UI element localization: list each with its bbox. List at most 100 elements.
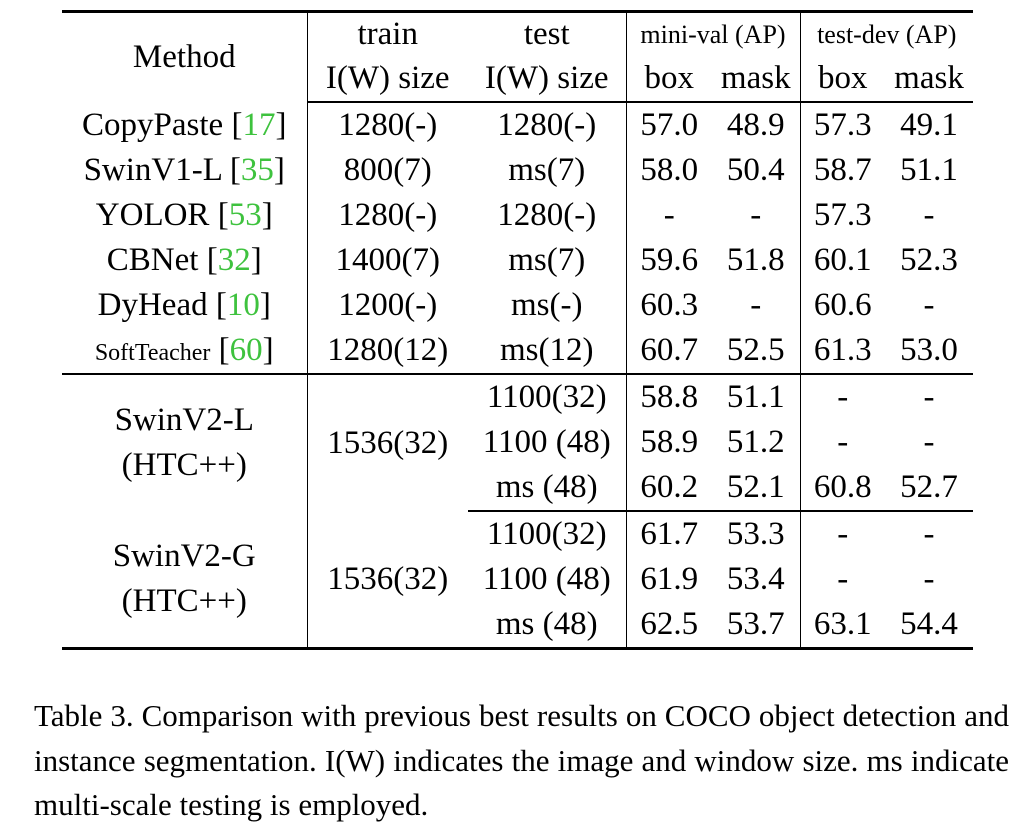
minival-box-cell: 62.5 [626,602,712,650]
table-row: YOLOR [53] 1280(-) 1280(-) - - 57.3 - [62,193,973,238]
test-size-cell: 1100 (48) [468,557,627,602]
minival-mask-cell: 52.5 [712,328,801,375]
minival-mask-cell: 51.2 [712,420,801,465]
testdev-mask-cell: - [923,561,935,597]
minival-mask-cell: 53.3 [712,511,801,557]
testdev-box-cell: - [837,561,849,597]
header-row-bottom: I(W) size I(W) size box mask box mask [62,56,974,103]
minival-mask-cell: - [712,193,801,238]
group-method-cell: SwinV2-L (HTC++) [62,374,308,511]
minival-box-cell: 60.7 [626,328,712,375]
train-size-cell: 1200(-) [338,287,438,323]
train-header-top: train [307,10,468,56]
test-size-cell: ms(12) [468,328,627,375]
citation-link[interactable]: 53 [228,197,262,233]
method-name: SwinV1-L [83,152,222,188]
testdev-box-cell: - [837,516,849,552]
test-size-cell: ms (48) [468,602,627,650]
table-row: SwinV1-L [35] 800(7) ms(7) 58.0 50.4 58.… [62,148,973,193]
citation-link[interactable]: 17 [242,106,276,143]
train-size-cell: 1280(-) [338,107,438,143]
test-size-cell: 1100(32) [468,374,627,420]
testdev-box-header: box [800,56,885,103]
group-method-variant: (HTC++) [121,447,247,483]
minival-mask-cell: 53.4 [712,557,801,602]
group-method-name: SwinV2-L [114,402,254,439]
train-size-cell: 1280(-) [338,197,438,233]
method-cell: DyHead [10] [62,283,308,328]
train-header-bottom: I(W) size [307,56,468,103]
minival-mask-cell: 51.1 [712,374,801,420]
table-row: SoftTeacher [60] 1280(12) ms(12) 60.7 52… [62,328,974,375]
testdev-box-cell: - [837,379,849,415]
train-size-cell: 800(7) [343,152,432,188]
test-size-cell: 1280(-) [468,193,627,238]
citation-link[interactable]: 32 [217,242,251,278]
minival-box-cell: 61.7 [640,516,699,552]
minival-mask-cell: 53.7 [712,602,801,650]
test-size-cell: 1100 (48) [468,420,627,465]
table-row: SwinV2-L (HTC++) 1536(32) 1100(32) 58.8 5… [62,374,973,511]
minival-box-cell: 60.2 [626,465,712,512]
testdev-box-cell: - [837,424,849,460]
testdev-header: test-dev (AP) [800,10,974,56]
testdev-mask-cell: 54.4 [885,602,974,650]
minival-box-cell: 58.9 [640,424,699,460]
minival-mask-cell: 51.8 [712,238,801,283]
test-header-top: test [468,10,627,56]
minival-header: mini-val (AP) [626,10,801,56]
method-header: Method [62,10,308,102]
table-row: CopyPaste [17] 1280(-) 1280(-) 57.0 48.9… [62,102,973,148]
minival-box-header: box [626,56,712,103]
method-name: CBNet [106,242,199,278]
testdev-box-cell: 60.1 [813,242,872,278]
test-size-cell: ms (48) [468,465,627,512]
test-size-cell: ms(7) [468,148,627,193]
method-name: YOLOR [95,197,210,233]
minival-box-cell: 58.0 [640,152,699,188]
table-row: 1100 (48) 61.9 53.4 - - [62,557,973,602]
header-row-top: Method train test mini-val (AP) test-dev… [62,10,974,102]
testdev-mask-cell: 49.1 [900,107,958,143]
table-caption: Table 3. Comparison with previous best r… [34,698,1009,822]
testdev-mask-cell: - [923,379,935,415]
minival-box-cell: - [663,197,675,233]
method-cell: SwinV1-L [35] [62,148,308,193]
citation-link[interactable]: 60 [229,332,263,368]
group-method-variant: (HTC++) [121,583,247,619]
method-cell: CopyPaste [17] [62,102,308,148]
minival-mask-header: mask [712,56,801,103]
testdev-mask-cell: - [923,424,935,460]
testdev-mask-header: mask [885,56,974,103]
testdev-box-cell: 57.3 [813,197,872,233]
method-name: DyHead [97,287,208,323]
testdev-mask-cell: - [923,197,935,233]
table-row: DyHead [10] 1200(-) ms(-) 60.3 - 60.6 - [62,283,973,328]
testdev-box-cell: 58.7 [813,152,872,188]
citation-link[interactable]: 35 [240,152,274,188]
testdev-mask-cell: 52.3 [900,242,958,278]
train-size-cell: 1400(7) [335,242,440,278]
group-train-size-cell: 1536(32) [307,511,468,650]
testdev-box-cell: 57.3 [813,107,872,143]
testdev-mask-cell: 51.1 [900,152,958,188]
table-row: ms (48) 60.2 52.1 60.8 52.7 [62,465,974,512]
table-row: CBNet [32] 1400(7) ms(7) 59.6 51.8 60.1 … [62,238,973,283]
minival-mask-cell: 48.9 [712,102,801,148]
minival-box-cell: 58.8 [640,379,699,415]
group-method-name: SwinV2-G [112,538,256,575]
minival-mask-cell: 50.4 [712,148,801,193]
testdev-mask-cell: - [923,516,935,552]
test-size-cell: 1280(-) [468,102,627,148]
testdev-mask-cell: - [923,287,935,323]
minival-box-cell: 57.0 [640,107,699,143]
table-row: SwinV2-G (HTC++) 1536(32) 1100(32) 61.7 5… [62,511,973,650]
testdev-mask-cell: 53.0 [885,328,974,375]
results-table: Method train test mini-val (AP) test-dev… [62,10,974,650]
citation-link[interactable]: 10 [226,287,260,323]
minival-box-cell: 59.6 [640,242,699,278]
minival-box-cell: 61.9 [640,561,699,597]
test-size-cell: ms(7) [468,238,627,283]
minival-mask-cell: - [712,283,801,328]
group-train-size-cell: 1536(32) [327,424,449,461]
